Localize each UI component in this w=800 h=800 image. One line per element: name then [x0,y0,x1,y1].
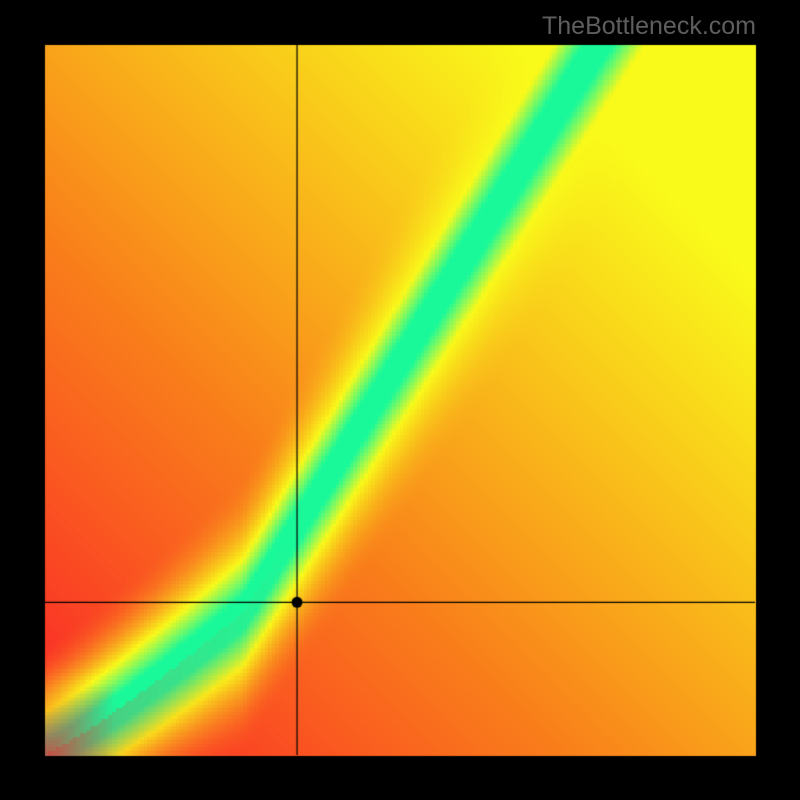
watermark-text: TheBottleneck.com [542,12,756,41]
chart-container: TheBottleneck.com [0,0,800,800]
bottleneck-heatmap [0,0,800,800]
